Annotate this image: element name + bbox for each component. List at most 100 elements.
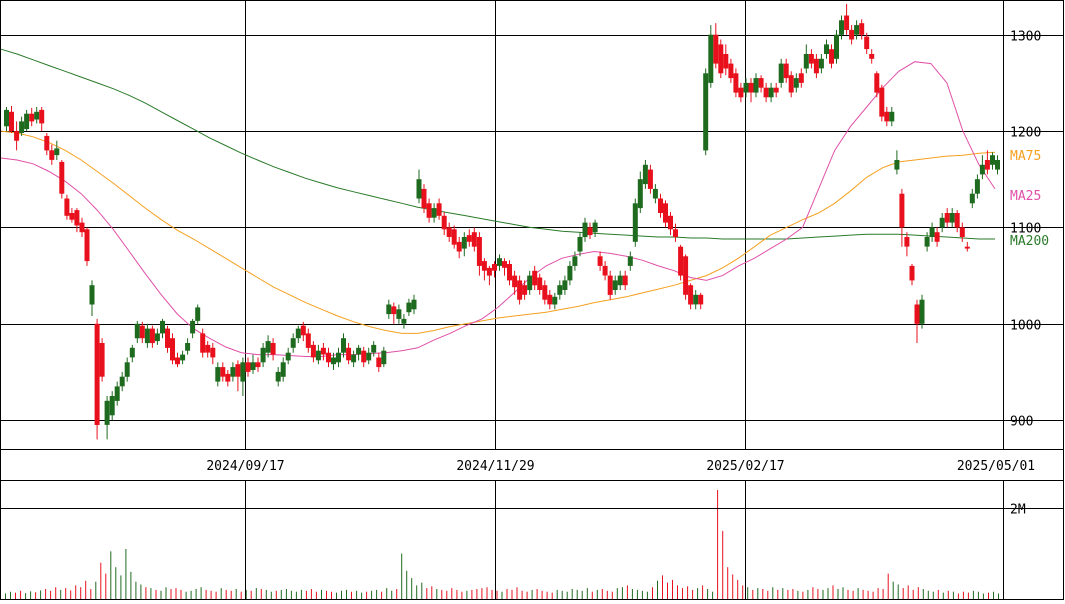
candle-down <box>859 19 865 40</box>
candle-up <box>939 213 945 233</box>
candle-up <box>396 304 402 324</box>
candle-body <box>743 82 749 93</box>
candle-body <box>607 275 613 295</box>
candle-down <box>844 3 850 35</box>
candle-down <box>959 222 965 242</box>
candle-body <box>160 320 165 334</box>
candle-up <box>461 232 467 257</box>
candle-body <box>612 280 618 290</box>
candle-down <box>733 68 739 98</box>
candle-body <box>844 15 850 30</box>
candle-down <box>79 217 85 237</box>
candle-up <box>114 381 120 406</box>
candle-body <box>315 350 321 361</box>
candle-up <box>285 347 291 365</box>
candle-body <box>401 318 407 324</box>
candle-down <box>476 232 482 276</box>
candle-body <box>969 193 975 204</box>
candle-down <box>74 208 80 233</box>
candle-body <box>818 58 824 69</box>
candle-up <box>356 344 362 361</box>
candle-up <box>275 367 281 387</box>
candle-body <box>522 285 528 295</box>
candle-body <box>139 325 145 339</box>
candle-up <box>24 109 30 132</box>
candle-body <box>587 227 593 236</box>
candle-down <box>869 49 875 64</box>
candle-down <box>361 346 367 368</box>
candle-up <box>336 347 341 368</box>
volume-bars <box>5 490 999 599</box>
candle-up <box>582 217 588 242</box>
candle-up <box>280 357 286 382</box>
candle-up <box>260 343 266 368</box>
candle-body <box>879 87 885 117</box>
candle-body <box>144 328 150 344</box>
candle-up <box>250 354 256 374</box>
candle-up <box>839 15 844 40</box>
candle-body <box>537 277 543 290</box>
candle-body <box>627 256 633 266</box>
candle-down <box>954 210 960 233</box>
candle-body <box>456 241 462 252</box>
candle-body <box>673 229 678 237</box>
candle-body <box>29 113 35 122</box>
candle-body <box>210 347 216 358</box>
candle-down <box>899 188 905 247</box>
candle-up <box>295 325 301 343</box>
candle-body <box>783 63 789 79</box>
candle-down <box>84 227 90 266</box>
candle-body <box>49 150 55 160</box>
candle-up <box>144 323 150 348</box>
candle-body <box>481 261 487 271</box>
ma75-line <box>0 130 996 334</box>
candle-body <box>864 36 870 50</box>
candle-body <box>34 111 40 120</box>
candle-up <box>124 357 130 382</box>
candle-body <box>451 229 457 245</box>
candle-body <box>904 237 910 247</box>
candle-up <box>612 275 618 295</box>
candle-down <box>14 121 20 151</box>
candle-down <box>220 362 226 382</box>
candle-body <box>94 323 100 425</box>
candle-body <box>663 203 668 223</box>
candle-down <box>874 71 880 98</box>
candle-body <box>738 87 744 98</box>
candle-body <box>512 275 518 288</box>
candle-body <box>979 164 985 175</box>
candle-body <box>195 307 201 321</box>
candle-down <box>320 343 326 361</box>
candle-down <box>808 49 814 69</box>
candle-down <box>9 106 14 133</box>
candle-body <box>9 111 14 132</box>
candle-up <box>793 73 799 93</box>
candle-down <box>532 265 538 290</box>
candle-down <box>773 82 779 98</box>
candle-down <box>884 107 890 127</box>
candle-body <box>834 34 839 59</box>
candle-down <box>829 44 834 69</box>
candle-body <box>320 347 326 355</box>
candle-down <box>245 357 251 377</box>
candle-body <box>14 131 20 141</box>
candle-down <box>647 164 653 194</box>
candle-body <box>668 215 673 230</box>
candle-body <box>824 44 829 54</box>
candle-up <box>4 107 9 132</box>
candle-body <box>869 54 875 59</box>
candle-body <box>497 258 502 266</box>
candle-down <box>607 270 613 300</box>
date-tick-label: 2025/05/01 <box>957 459 1035 474</box>
volume-tick-label: 2M <box>1010 503 1026 518</box>
candle-down <box>537 273 543 295</box>
candle-up <box>240 357 246 396</box>
candle-body <box>54 148 60 156</box>
candle-body <box>798 73 804 83</box>
candle-down <box>44 133 50 156</box>
candle-body <box>295 328 301 339</box>
candle-down <box>225 370 231 387</box>
candle-down <box>547 290 553 310</box>
candle-body <box>471 232 477 247</box>
